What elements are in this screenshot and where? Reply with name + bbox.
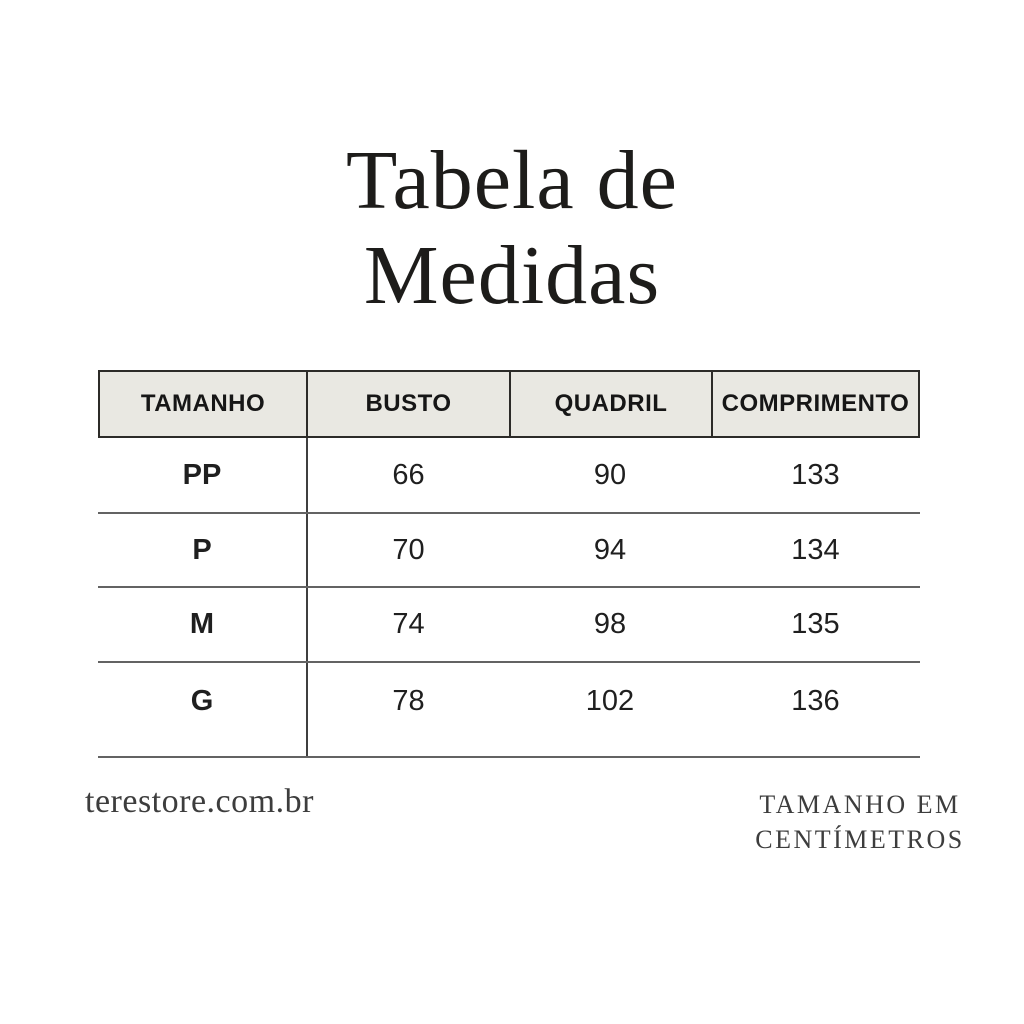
- table-row-p: P 70 94 134: [98, 514, 920, 588]
- header-cell-comprimento: COMPRIMENTO: [721, 390, 910, 417]
- page-title-line1: Tabela de: [346, 134, 678, 227]
- cell-size: M: [98, 588, 308, 661]
- cell-comprimento: 135: [791, 608, 840, 640]
- table-row-pp: PP 66 90 133: [98, 438, 920, 514]
- cell-busto: 74: [392, 608, 425, 640]
- table-row-m: M 74 98 135: [98, 588, 920, 663]
- cell-quadril: 102: [585, 685, 635, 717]
- units-note: TAMANHO EM CENTÍMETROS: [740, 787, 980, 857]
- page-title: Tabela de Medidas: [0, 133, 1024, 323]
- page-title-line2: Medidas: [363, 229, 661, 322]
- cell-busto: 78: [392, 685, 425, 717]
- table-header-row: TAMANHO BUSTO QUADRIL COMPRIMENTO: [98, 370, 920, 438]
- website-url: terestore.com.br: [85, 783, 314, 820]
- cell-size: G: [98, 663, 308, 756]
- header-cell-tamanho: TAMANHO: [100, 372, 308, 436]
- cell-quadril: 98: [593, 608, 627, 640]
- cell-size: P: [98, 514, 308, 586]
- units-note-line1: TAMANHO EM: [759, 790, 961, 819]
- cell-busto: 66: [392, 458, 425, 491]
- cell-quadril: 90: [593, 458, 627, 491]
- measurements-table: TAMANHO BUSTO QUADRIL COMPRIMENTO PP 66 …: [98, 370, 920, 758]
- cell-size: PP: [98, 438, 308, 512]
- table-row-g: G 78 102 136: [98, 663, 920, 758]
- cell-comprimento: 134: [791, 533, 840, 566]
- cell-quadril: 94: [593, 533, 627, 566]
- cell-comprimento: 133: [791, 458, 840, 491]
- header-cell-busto: BUSTO: [308, 372, 511, 436]
- units-note-line2: CENTÍMETROS: [755, 825, 965, 854]
- cell-busto: 70: [392, 533, 425, 566]
- header-cell-quadril: QUADRIL: [511, 372, 713, 436]
- cell-comprimento: 136: [791, 685, 840, 717]
